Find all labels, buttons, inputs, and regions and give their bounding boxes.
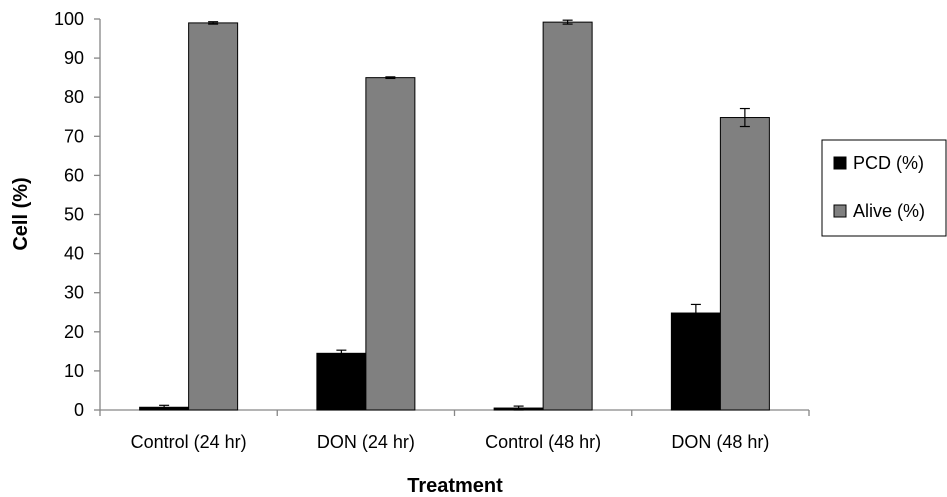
error-bars-group [159,19,750,411]
y-axis-ticks: 0 10 20 30 40 50 60 70 80 90 100 [54,9,100,420]
y-tick-label: 100 [54,9,84,29]
legend-swatch-alive [833,204,847,218]
y-tick-label: 60 [64,165,84,185]
y-tick-label: 90 [64,48,84,68]
bar-pcd [316,352,367,411]
legend: PCD (%) Alive (%) [821,139,947,237]
bar-alive [542,21,593,411]
y-tick-label: 40 [64,244,84,264]
bar-alive [188,22,239,411]
legend-swatch-pcd [833,156,847,170]
bar-pcd [670,312,721,411]
y-axis-title: Cell (%) [10,177,32,250]
y-tick-label: 80 [64,87,84,107]
bars-group [139,21,770,411]
legend-label-pcd: PCD (%) [853,153,924,173]
legend-box [821,139,947,237]
x-category-label: Control (24 hr) [131,432,247,452]
x-axis-title: Treatment [407,475,503,497]
x-category-label: DON (48 hr) [671,432,769,452]
y-tick-label: 0 [74,400,84,420]
legend-label-alive: Alive (%) [853,201,925,221]
x-axis-ticks: Control (24 hr) DON (24 hr) Control (48 hr… [99,410,810,452]
bar-alive [365,77,416,411]
y-tick-label: 10 [64,361,84,381]
bar-alive [719,117,770,411]
y-tick-label: 70 [64,126,84,146]
plot-area: 0 10 20 30 40 50 60 70 80 90 100 Control (24 hr) DO… [54,9,810,452]
y-tick-label: 50 [64,205,84,225]
y-tick-label: 20 [64,322,84,342]
y-tick-label: 30 [64,283,84,303]
x-category-label: DON (24 hr) [317,432,415,452]
x-category-label: Control (48 hr) [485,432,601,452]
